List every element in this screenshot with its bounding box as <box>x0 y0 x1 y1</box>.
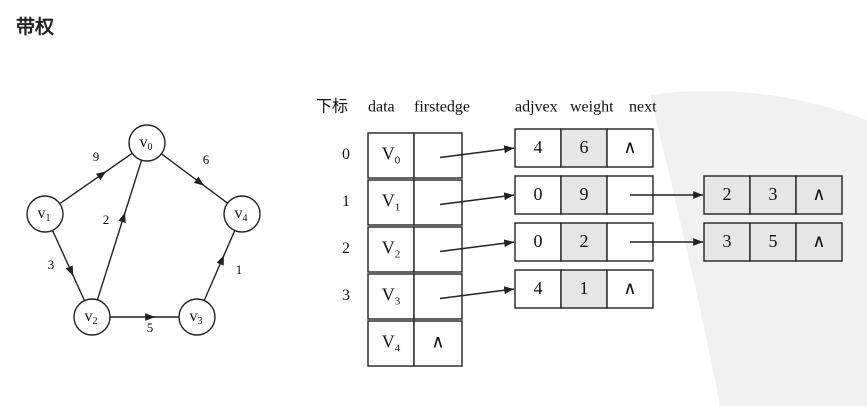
edge-node-next-cell <box>795 175 843 215</box>
edge-weight-label: 6 <box>203 152 210 167</box>
vertex-data-label: V1 <box>382 191 401 213</box>
edge-v3-v4 <box>203 230 236 301</box>
edge-node-adjvex: 0 <box>534 231 543 251</box>
vertex-v3 <box>178 298 216 336</box>
vertex-data-label: V0 <box>382 144 401 166</box>
firstedge-pointer-arrow <box>439 192 515 206</box>
vertex-data-cell <box>367 273 415 320</box>
header-adjvex: adjvex <box>515 99 558 116</box>
edge-arrowhead <box>65 265 74 277</box>
edge-node-next-cell <box>795 222 843 262</box>
firstedge-pointer-arrow <box>439 286 515 300</box>
edge-node-weight: 9 <box>580 184 589 204</box>
edge-node-weight-cell <box>749 175 797 215</box>
edge-weight-label: 5 <box>147 320 154 335</box>
edge-arrowhead <box>95 170 107 181</box>
edge-node-adjvex: 0 <box>534 184 543 204</box>
vertex-v4 <box>223 195 261 233</box>
header-weight: weight <box>570 99 614 116</box>
row-index: 3 <box>342 287 350 304</box>
edge-weight-label: 1 <box>236 262 243 277</box>
edge-node-adjvex: 3 <box>723 231 732 251</box>
vertex-label-v0: v0 <box>140 134 153 154</box>
page-title: 带权 <box>16 16 55 38</box>
vertex-data-label: V3 <box>382 285 401 307</box>
vertex-label-v4: v4 <box>235 205 248 225</box>
edge-node-adjvex: 4 <box>534 278 543 298</box>
vertex-label-v3: v3 <box>190 308 203 328</box>
header-firstedge: firstedge <box>414 99 470 116</box>
edge-node-next: ∧ <box>812 184 825 204</box>
edge-node-weight-cell <box>560 175 608 215</box>
vertex-v0 <box>128 124 166 162</box>
edge-node-next: ∧ <box>623 278 636 298</box>
edge-node-adjvex-cell <box>514 175 562 215</box>
directed-graph: 9 6 2 3 5 1 v0 v1 v2 v3 v4 <box>26 124 261 336</box>
vertex-label-v1: v1 <box>38 205 51 225</box>
null-pointer: ∧ <box>431 332 444 352</box>
edge-weight-label: 9 <box>93 149 100 164</box>
row-index: 1 <box>342 193 350 210</box>
edge-weight-label: 2 <box>103 212 110 227</box>
edge-v0-v4 <box>160 153 229 204</box>
edge-node-weight: 3 <box>769 184 778 204</box>
edge-node-weight: 5 <box>769 231 778 251</box>
row-index: 2 <box>342 240 350 257</box>
edge-v1-v2 <box>51 230 86 301</box>
vertex-data-label: V4 <box>382 332 401 354</box>
header-next: next <box>629 99 657 116</box>
edge-node-adjvex: 2 <box>723 184 732 204</box>
vertex-data-cell <box>367 226 415 273</box>
edge-node-next-cell <box>606 269 654 309</box>
row-index: 0 <box>342 146 350 163</box>
firstedge-pointer-arrow <box>439 239 515 253</box>
edge-node-weight: 1 <box>580 278 589 298</box>
edge-weight-label: 3 <box>48 257 55 272</box>
vertex-label-v2: v2 <box>85 308 98 328</box>
edge-v2-v0 <box>96 159 143 301</box>
edge-node-adjvex: 4 <box>534 137 543 157</box>
edge-arrowhead <box>216 254 225 266</box>
edge-node-weight-cell <box>749 222 797 262</box>
firstedge-pointer-arrow <box>439 145 515 159</box>
edge-node-adjvex-cell <box>514 269 562 309</box>
edge-arrowhead <box>118 212 126 224</box>
vertex-data-label: V2 <box>382 238 401 260</box>
edge-node-adjvex-cell <box>514 128 562 168</box>
vertex-v1 <box>26 195 64 233</box>
firstedge-cell <box>413 320 463 367</box>
edge-node-weight-cell <box>560 128 608 168</box>
vertex-data-cell <box>367 132 415 179</box>
edge-node-next: ∧ <box>812 231 825 251</box>
vertex-data-cell <box>367 320 415 367</box>
adjacency-list: 下标 data firstedge adjvex weight next 0 V0 1 V1 2 V2… <box>316 98 843 367</box>
edge-node-weight: 2 <box>580 231 589 251</box>
header-data: data <box>368 99 395 116</box>
edge-node-weight: 6 <box>580 137 589 157</box>
edge-node-weight-cell <box>560 269 608 309</box>
vertex-v2 <box>73 298 111 336</box>
edge-node-adjvex-cell <box>514 222 562 262</box>
edge-node-next: ∧ <box>623 137 636 157</box>
edge-arrowhead <box>193 176 205 187</box>
edge-node-next-cell <box>606 128 654 168</box>
header-index: 下标 <box>316 98 348 116</box>
